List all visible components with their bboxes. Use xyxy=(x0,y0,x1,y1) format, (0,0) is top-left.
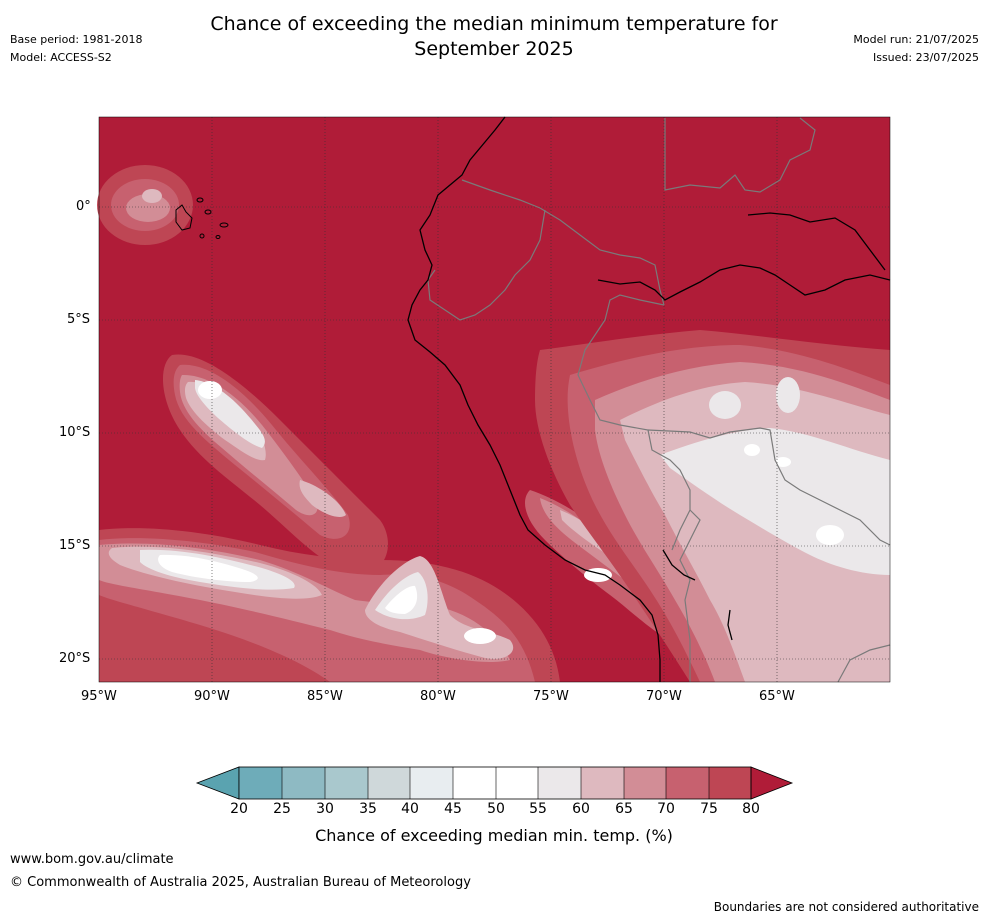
colorbar-tick: 40 xyxy=(401,801,419,817)
lon-label-85w: 85°W xyxy=(307,689,343,704)
meta-left: Base period: 1981-2018 Model: ACCESS-S2 xyxy=(10,31,142,67)
footer-copyright: © Commonwealth of Australia 2025, Austra… xyxy=(10,875,471,890)
coastlines xyxy=(407,116,891,682)
model-name: Model: ACCESS-S2 xyxy=(10,51,112,64)
lat-label-5s: 5°S xyxy=(67,312,91,327)
colorbar-tick: 75 xyxy=(700,801,718,817)
colorbar-tick: 65 xyxy=(615,801,633,817)
colorbar-tick: 25 xyxy=(273,801,291,817)
lon-label-80w: 80°W xyxy=(420,689,456,704)
colorbar-tick: 50 xyxy=(487,801,505,817)
colorbar-tick: 80 xyxy=(742,801,760,817)
map-title: Chance of exceeding the median minimum t… xyxy=(0,12,988,62)
interior-contours xyxy=(535,330,890,682)
issued-date: Issued: 23/07/2025 xyxy=(872,51,979,64)
map-area xyxy=(97,116,891,683)
colorbar xyxy=(195,766,794,800)
title-line-2: September 2025 xyxy=(414,38,574,60)
colorbar-high-arrow xyxy=(750,766,794,800)
footer-url[interactable]: www.bom.gov.au/climate xyxy=(10,852,174,867)
colorbar-tick: 60 xyxy=(572,801,590,817)
map-frame xyxy=(98,116,891,683)
colorbar-tick: 30 xyxy=(316,801,334,817)
lon-label-95w: 95°W xyxy=(81,689,117,704)
band-south-contours xyxy=(99,528,560,682)
band-north-contours xyxy=(162,354,388,575)
lon-label-90w: 90°W xyxy=(194,689,230,704)
galapagos-contours xyxy=(97,165,193,245)
colorbar-low-arrow xyxy=(195,766,240,800)
title-line-1: Chance of exceeding the median minimum t… xyxy=(210,13,778,35)
lon-label-65w: 65°W xyxy=(759,689,795,704)
lat-label-15s: 15°S xyxy=(59,538,91,553)
lon-label-75w: 75°W xyxy=(533,689,569,704)
colorbar-tick: 35 xyxy=(359,801,377,817)
colorbar-tick: 45 xyxy=(444,801,462,817)
gridlines xyxy=(99,117,890,682)
country-borders xyxy=(427,117,891,683)
lat-label-10s: 10°S xyxy=(59,425,91,440)
meta-right: Model run: 21/07/2025 Issued: 23/07/2025 xyxy=(853,31,979,67)
lon-label-70w: 70°W xyxy=(646,689,682,704)
lat-label-20s: 20°S xyxy=(59,651,91,666)
colorbar-tick: 70 xyxy=(657,801,675,817)
colorbar-tick: 20 xyxy=(230,801,248,817)
footer-disclaimer: Boundaries are not considered authoritat… xyxy=(713,900,979,914)
colorbar-label: Chance of exceeding median min. temp. (%… xyxy=(315,826,673,845)
galapagos-islands xyxy=(175,197,229,239)
colorbar-tick: 55 xyxy=(529,801,547,817)
lat-label-0: 0° xyxy=(76,199,91,214)
base-period: Base period: 1981-2018 xyxy=(10,33,143,46)
model-run: Model run: 21/07/2025 xyxy=(853,33,979,46)
